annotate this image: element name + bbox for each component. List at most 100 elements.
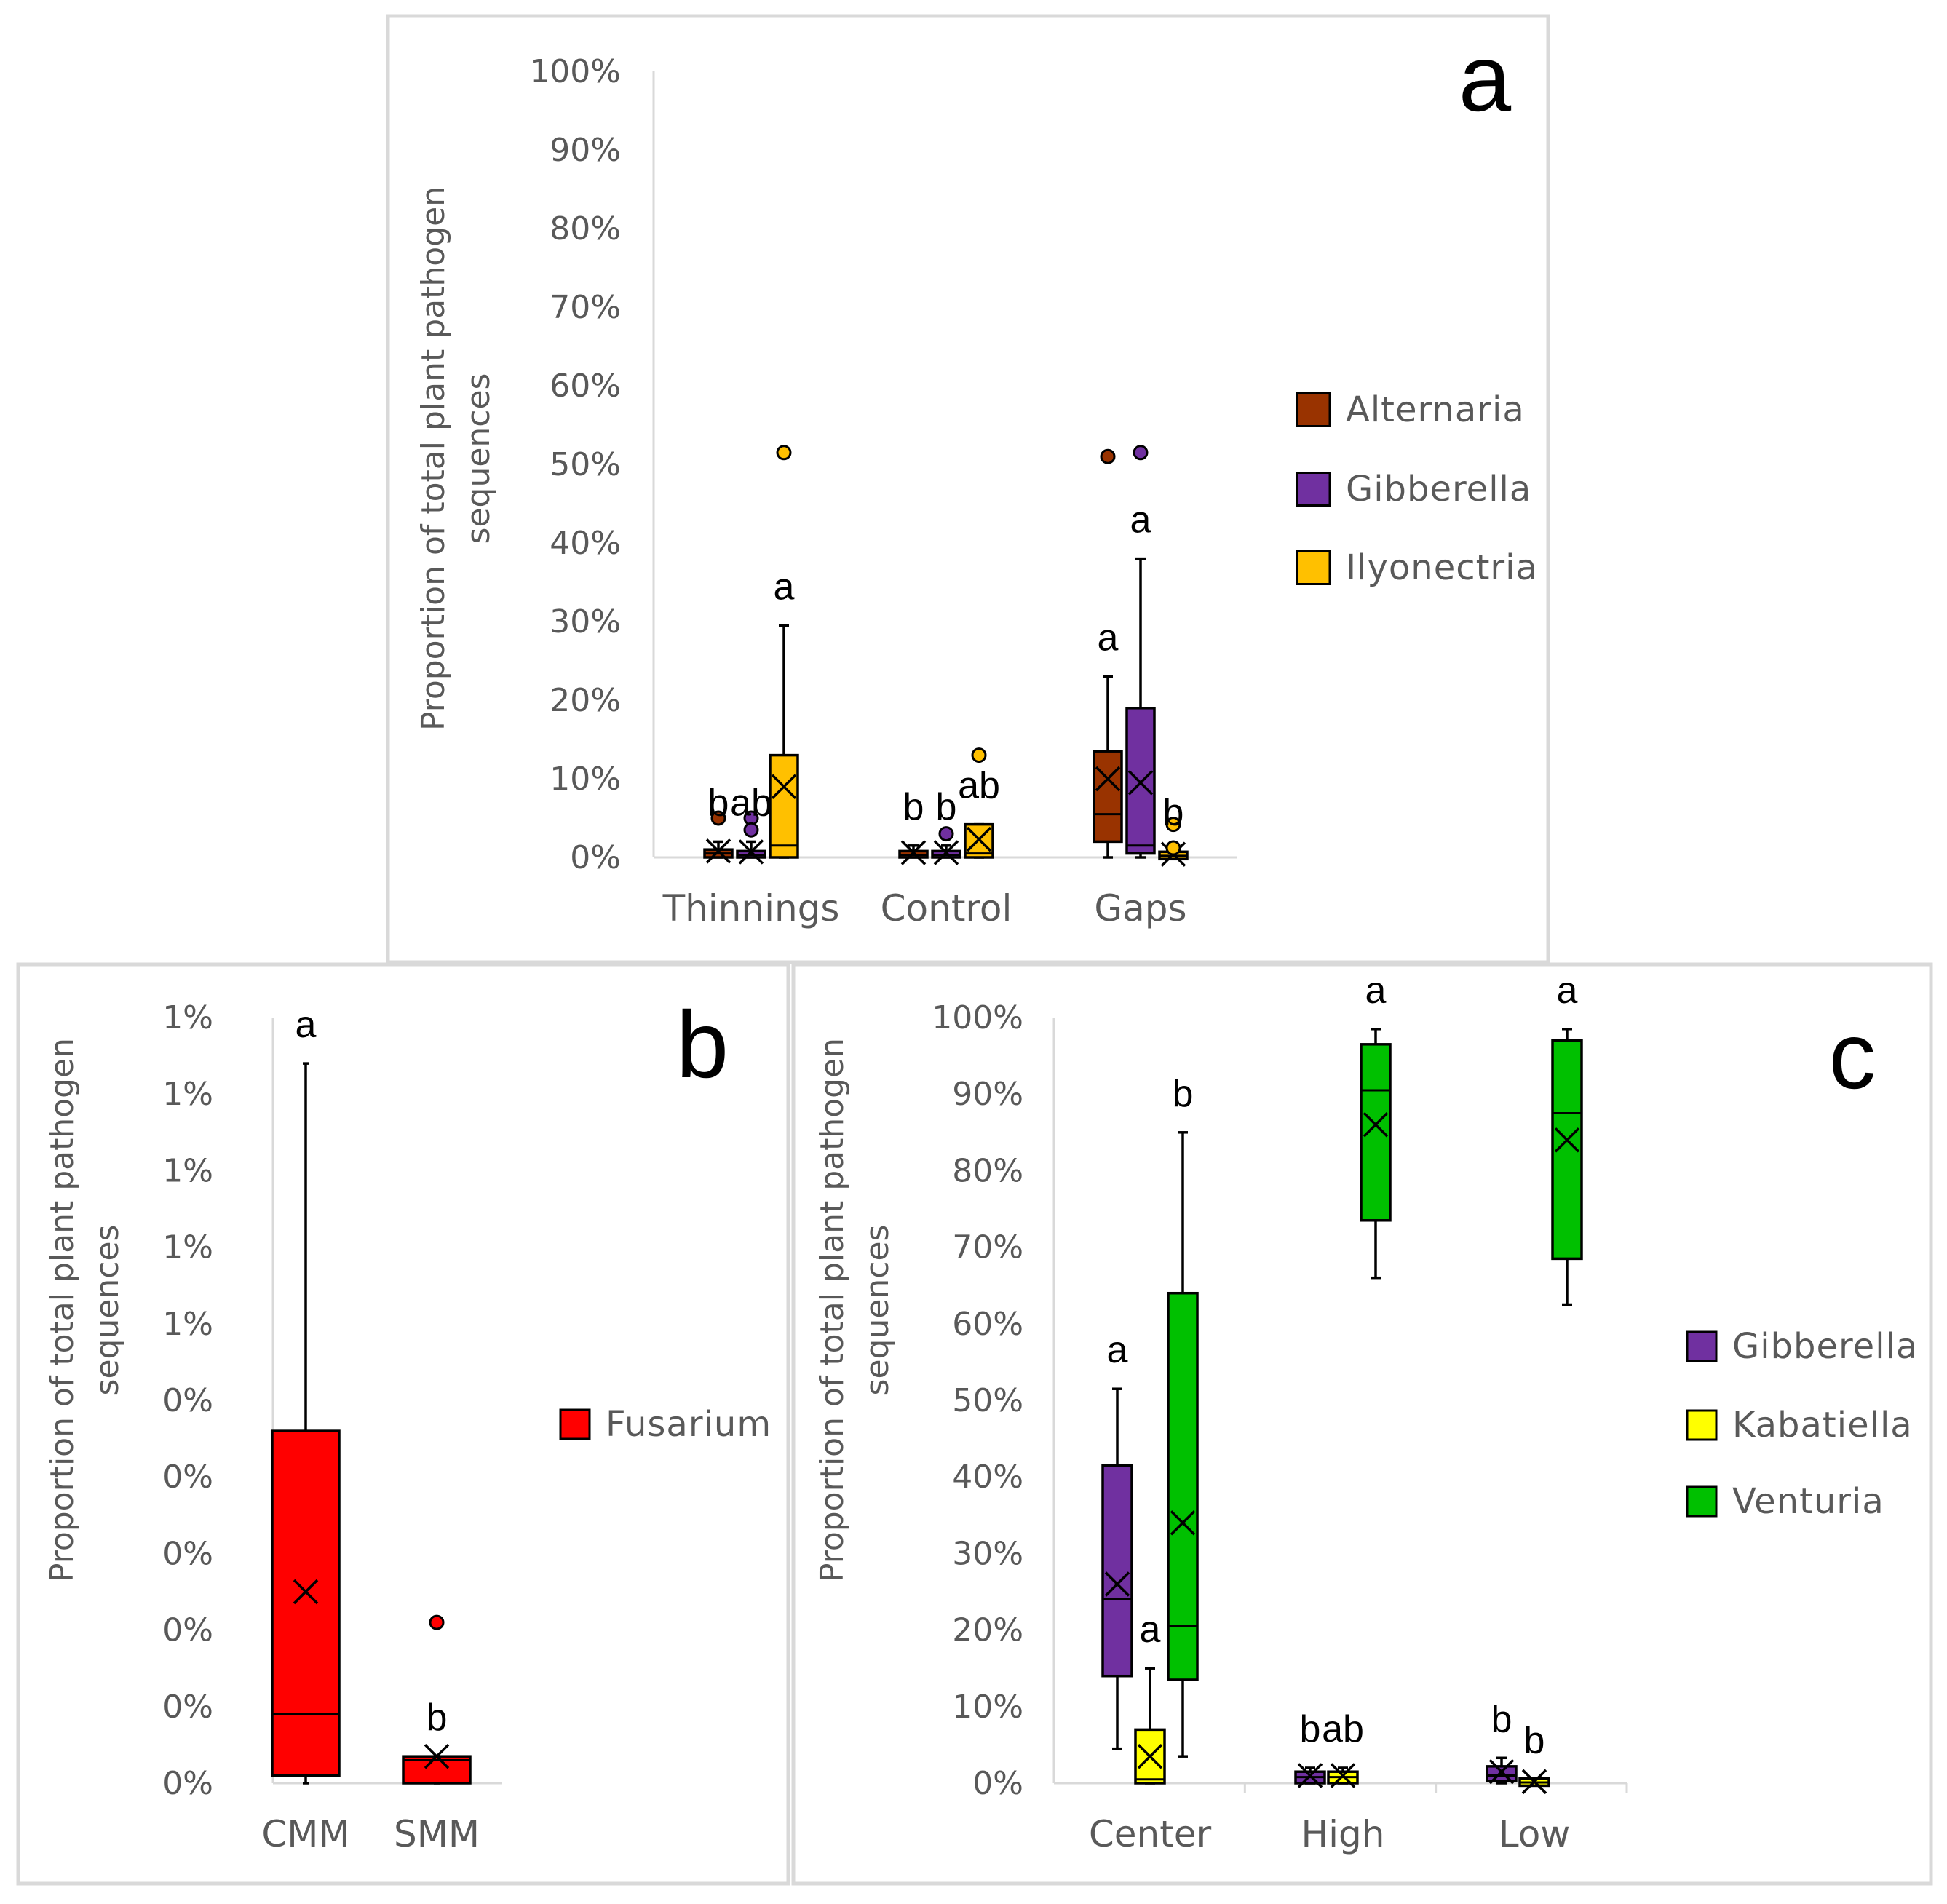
mean-marker — [1363, 1112, 1389, 1138]
y-tick-label: 90% — [550, 132, 621, 169]
mean-marker — [1297, 1763, 1323, 1788]
significance-letter: ab — [730, 782, 772, 824]
panel-c-chart: 0% 10% 20% 30% 40% 50% 60% 70% 80% 90% 100% Proport… — [814, 969, 1918, 1855]
mean-marker — [1554, 1127, 1580, 1153]
mean-marker — [738, 839, 764, 865]
y-tick-label: 0% — [162, 1765, 213, 1802]
box-ilyonectria: ab — [958, 747, 1000, 859]
legend-swatch — [1296, 550, 1331, 585]
x-category-label: Gaps — [1094, 887, 1186, 929]
outlier-point — [1165, 817, 1181, 833]
box-kabatiella: a — [1134, 1609, 1166, 1785]
mean-marker — [900, 840, 927, 865]
y-tick-label: 50% — [550, 446, 621, 483]
box-kabatiella: b — [1518, 1720, 1550, 1795]
mean-marker — [424, 1743, 450, 1769]
mean-marker — [1137, 1743, 1163, 1769]
y-tick-label: 80% — [952, 1152, 1023, 1189]
y-tick-label: 0% — [162, 1535, 213, 1572]
mean-marker — [1330, 1763, 1356, 1788]
y-tick-label: 30% — [952, 1535, 1023, 1572]
significance-letter: ab — [1322, 1708, 1364, 1750]
panel-c-letter: c — [1829, 1002, 1876, 1108]
box-body — [769, 753, 799, 859]
y-tick-label: 20% — [550, 682, 621, 719]
y-tick-label: 60% — [952, 1306, 1023, 1343]
panel-b-chart: 0% 0% 0% 0% 0% 0% 1% 1% 1% 1% 1% Proportion of tota… — [44, 999, 771, 1855]
outlier-point — [710, 810, 726, 826]
box-venturia: b — [1167, 1073, 1199, 1758]
box-gibberella: a — [1125, 445, 1156, 859]
mean-marker — [1104, 1571, 1130, 1597]
legend-label: Gibberella — [1732, 1326, 1918, 1367]
mean-marker — [1488, 1758, 1515, 1785]
box-body — [1101, 1464, 1133, 1678]
y-tick-label: 90% — [952, 1076, 1023, 1113]
outlier-point — [1100, 448, 1116, 464]
mean-marker — [771, 774, 797, 800]
y-tick-label: 70% — [952, 1229, 1023, 1266]
box-body — [1167, 1291, 1199, 1681]
significance-letter: b — [936, 786, 957, 828]
mean-marker — [705, 838, 731, 864]
y-tick-label: 0% — [162, 1689, 213, 1726]
outlier-point — [776, 445, 792, 461]
significance-letter: b — [708, 782, 729, 824]
mean-marker — [1170, 1510, 1196, 1536]
box-body — [1360, 1043, 1392, 1222]
box-alternaria: b — [703, 782, 734, 864]
y-tick-label: 1% — [162, 1306, 213, 1343]
significance-letter: a — [1098, 617, 1119, 659]
y-tick-label: 1% — [162, 1229, 213, 1266]
y-axis-title-line2: sequences — [89, 1225, 126, 1396]
x-category-label: High — [1301, 1813, 1385, 1855]
y-axis-title-line2: sequences — [460, 373, 497, 544]
box-body — [271, 1429, 341, 1777]
y-tick-label: 10% — [952, 1689, 1023, 1726]
y-tick-label: 100% — [932, 999, 1023, 1036]
significance-letter: b — [903, 786, 924, 828]
significance-letter: a — [296, 1004, 317, 1046]
outlier-point — [938, 826, 954, 842]
x-category-label: Low — [1499, 1813, 1570, 1855]
mean-marker — [1095, 766, 1121, 792]
mean-marker — [933, 840, 959, 865]
significance-letter: b — [1173, 1073, 1194, 1115]
significance-letter: b — [1163, 791, 1184, 833]
box-body — [1093, 750, 1123, 844]
box-ilyonectria: a — [769, 445, 799, 859]
y-axis-title: Proportion of total plant pathogen — [814, 1038, 851, 1582]
legend-swatch — [1686, 1330, 1718, 1362]
x-category-label: SMM — [394, 1813, 480, 1855]
outlier-point — [1133, 445, 1149, 461]
significance-letter: b — [1491, 1698, 1512, 1740]
x-category-label: Control — [881, 887, 1012, 929]
y-tick-label: 80% — [550, 210, 621, 247]
y-tick-label: 30% — [550, 603, 621, 640]
legend-label: Ilyonectria — [1346, 547, 1538, 588]
panel-a-frame — [386, 14, 1550, 964]
x-category-label: Thinnings — [662, 887, 840, 929]
legend-label: Gibberella — [1346, 469, 1531, 509]
y-tick-label: 60% — [550, 368, 621, 405]
legend-swatch — [1686, 1409, 1718, 1441]
box-fusarium: a — [271, 1004, 341, 1785]
significance-letter: a — [774, 566, 795, 608]
y-tick-label: 0% — [570, 839, 621, 876]
legend-label: Kabatiella — [1732, 1405, 1913, 1445]
y-tick-label: 10% — [550, 761, 621, 798]
box-gibberella: ab — [730, 782, 772, 865]
outlier-point — [1165, 840, 1181, 856]
box-gibberella: b — [931, 786, 961, 865]
y-tick-label: 70% — [550, 289, 621, 326]
box-alternaria: b — [898, 786, 929, 865]
box-body — [1486, 1765, 1518, 1782]
mean-marker — [293, 1579, 319, 1605]
outlier-point — [971, 747, 987, 763]
legend-swatch — [559, 1408, 591, 1440]
y-tick-label: 0% — [162, 1459, 213, 1496]
y-axis-title-line2: sequences — [859, 1225, 896, 1396]
y-tick-label: 0% — [162, 1612, 213, 1649]
box-gibberella: a — [1101, 1329, 1133, 1750]
y-tick-label: 1% — [162, 1076, 213, 1113]
